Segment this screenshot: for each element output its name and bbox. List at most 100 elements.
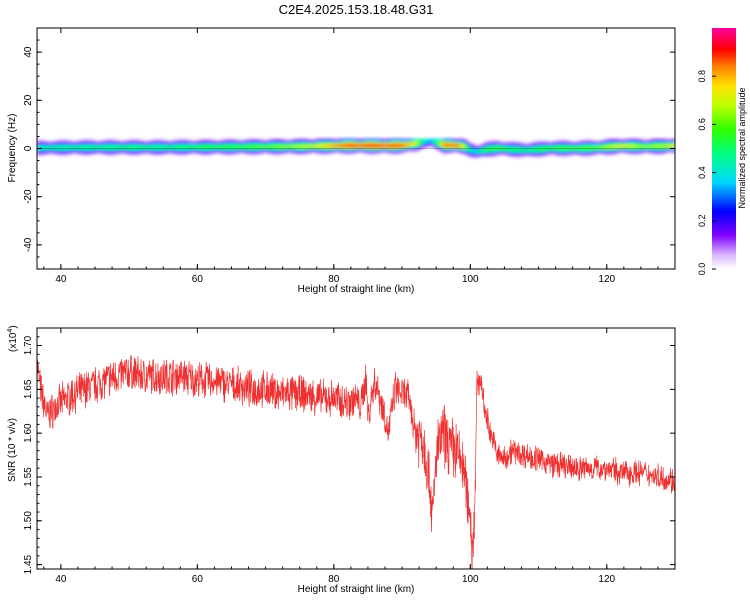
spectrogram-cell — [371, 150, 374, 153]
spectrogram-cell — [211, 153, 214, 155]
spectrogram-cell — [147, 150, 150, 153]
spectrogram-cell — [361, 138, 364, 141]
spectrogram-cell — [69, 151, 72, 154]
spectrogram-cell — [577, 154, 580, 157]
spectrogram-cell — [501, 143, 504, 146]
spectrogram-cell — [598, 139, 601, 142]
spectrogram-cell — [60, 143, 63, 146]
spectrogram-cell — [506, 154, 509, 157]
spectrogram-cell — [291, 145, 294, 148]
spectrogram-cell — [45, 139, 48, 142]
spectrogram-cell — [439, 148, 442, 150]
spectrogram-cell — [55, 143, 58, 146]
spectrogram-cell — [470, 151, 473, 154]
spectrogram-cell — [93, 150, 96, 153]
spectrogram-cell — [250, 150, 253, 153]
spectrogram-cell — [584, 141, 587, 143]
spectrogram-cell — [103, 139, 106, 142]
spectrogram-cell — [187, 153, 190, 155]
spectrogram-cell — [618, 149, 621, 152]
spectrogram-cell — [284, 138, 287, 141]
spectrogram-cell — [127, 138, 130, 141]
spectrogram-cell — [347, 143, 350, 146]
spectrogram-cell — [277, 142, 280, 144]
spectrogram-cell — [613, 139, 616, 142]
spectrogram-cell — [414, 138, 417, 141]
spectrogram-cell — [265, 138, 268, 141]
spectrogram-cell — [219, 144, 222, 147]
spectrogram-cell — [588, 138, 591, 141]
spectrogram-cell — [323, 148, 326, 150]
spectrogram-cell — [212, 143, 215, 146]
spectrogram-cell — [84, 153, 87, 155]
spectrogram-cell — [465, 154, 468, 157]
spectrogram-cell — [135, 154, 139, 157]
spectrogram-cell — [303, 142, 306, 144]
spectrogram-cell — [497, 149, 500, 152]
spectrogram-cell — [76, 142, 79, 144]
spectrogram-cell — [72, 143, 75, 146]
spectrogram-cell — [187, 144, 190, 147]
spectrogram-cell — [335, 142, 338, 144]
spectrogram-cell — [489, 142, 492, 144]
spectrogram-cell — [557, 144, 560, 147]
spectrogram-cell — [412, 143, 415, 146]
spectrogram-cell — [395, 145, 398, 148]
spectrogram-cell — [366, 148, 369, 150]
spectrogram-cell — [444, 151, 447, 154]
spectrogram-cell — [458, 150, 461, 153]
spectrogram-cell — [105, 151, 108, 154]
spectrogram-cell — [304, 150, 307, 153]
spectrogram-cell — [446, 138, 449, 141]
spectrogram-cell — [393, 143, 396, 146]
spectrogram-cell — [289, 150, 292, 153]
spectrogram-cell — [176, 143, 179, 146]
spectrogram-cell — [528, 147, 531, 149]
spectrogram-cell — [124, 145, 127, 148]
spectrogram-cell — [565, 145, 568, 148]
spectrogram-cell — [603, 153, 606, 155]
spectrogram-cell — [436, 148, 439, 150]
spectrogram-cell — [284, 148, 287, 150]
spectrogram-cell — [540, 143, 543, 146]
spectrogram-cell — [369, 143, 372, 146]
spectrogram-cell — [364, 148, 367, 150]
spectrogram-cell — [187, 145, 190, 148]
spectrogram-cell — [414, 150, 417, 153]
spectrogram-cell — [657, 145, 661, 148]
spectrogram-cell — [204, 144, 207, 147]
spectrogram-cell — [663, 153, 666, 155]
spectrogram-cell — [103, 151, 106, 154]
spectrogram-cell — [321, 142, 324, 144]
spectrogram-cell — [545, 154, 548, 157]
spectrogram-cell — [142, 150, 145, 153]
spectrogram-cell — [178, 143, 181, 146]
spectrogram-cell — [564, 155, 567, 158]
spectrogram-cell — [466, 155, 469, 158]
spectrogram-cell — [88, 145, 91, 148]
spectrogram-cell — [185, 138, 188, 141]
spectrogram-cell — [545, 144, 548, 147]
spectrogram-cell — [182, 148, 185, 150]
spectrogram-cell — [622, 139, 625, 142]
spectrogram-cell — [530, 144, 533, 147]
spectrogram-cell — [199, 138, 202, 141]
spectrogram-cell — [159, 147, 162, 149]
spectrogram-cell — [185, 148, 188, 150]
spectrogram-cell — [224, 142, 227, 144]
spectrogram-cell — [576, 150, 579, 153]
spectrogram-cell — [251, 144, 255, 147]
spectrogram-cell — [72, 145, 75, 148]
spectrogram-cell — [338, 147, 342, 149]
spectrogram-cell — [475, 154, 478, 157]
spectrogram-cell — [226, 151, 229, 154]
spectrogram-cell — [646, 149, 649, 152]
spectrogram-cell — [173, 153, 176, 155]
spectrogram-cell — [72, 147, 75, 149]
spectrogram-cell — [332, 151, 335, 154]
spectrogram-cell — [388, 153, 391, 155]
spectrogram-cell — [364, 151, 367, 154]
spectrogram-cell — [205, 138, 208, 141]
spectrogram-cell — [449, 142, 452, 144]
spectrogram-cell — [470, 145, 473, 148]
